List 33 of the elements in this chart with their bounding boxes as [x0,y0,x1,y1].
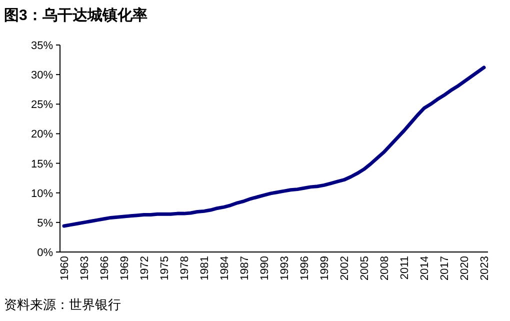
x-tick-label: 1990 [259,256,271,280]
x-tick-label: 1972 [139,256,151,280]
y-tick-label: 20% [30,128,54,141]
x-tick-label: 1978 [179,256,191,280]
y-tick-label: 15% [30,158,54,170]
x-tick-label: 1966 [99,256,111,280]
y-tick-label: 10% [30,188,54,200]
y-tick-label: 30% [30,70,54,82]
x-tick-label: 2023 [479,256,491,280]
x-tick-label: 1993 [279,256,291,280]
x-tick-label: 1999 [319,256,331,280]
y-tick-label: 0% [37,247,54,259]
x-tick-label: 2020 [459,256,471,280]
x-tick-label: 2002 [339,256,351,280]
x-tick-label: 1975 [159,256,171,280]
text: 资料来源：世界银行 [4,297,121,312]
y-tick-label: 5% [37,217,54,230]
x-tick-label: 1996 [299,256,311,280]
x-tick-label: 1987 [239,256,251,280]
x-tick-label: 2014 [419,256,431,280]
x-tick-label: 2008 [379,256,391,280]
y-tick-label: 25% [30,99,54,112]
x-tick-label: 2011 [399,256,411,280]
x-tick-label: 2005 [359,256,371,280]
x-tick-label: 2017 [439,256,451,280]
x-tick-label: 1981 [199,256,211,280]
x-tick-label: 1963 [79,256,91,280]
line-series [62,66,486,228]
chart-title: 图3：乌干达城镇化率 [4,6,148,24]
x-tick-label: 1984 [219,256,231,280]
x-tick-label: 1969 [119,256,131,280]
y-tick-label: 35% [30,40,54,52]
x-tick-label: 1960 [59,256,71,280]
